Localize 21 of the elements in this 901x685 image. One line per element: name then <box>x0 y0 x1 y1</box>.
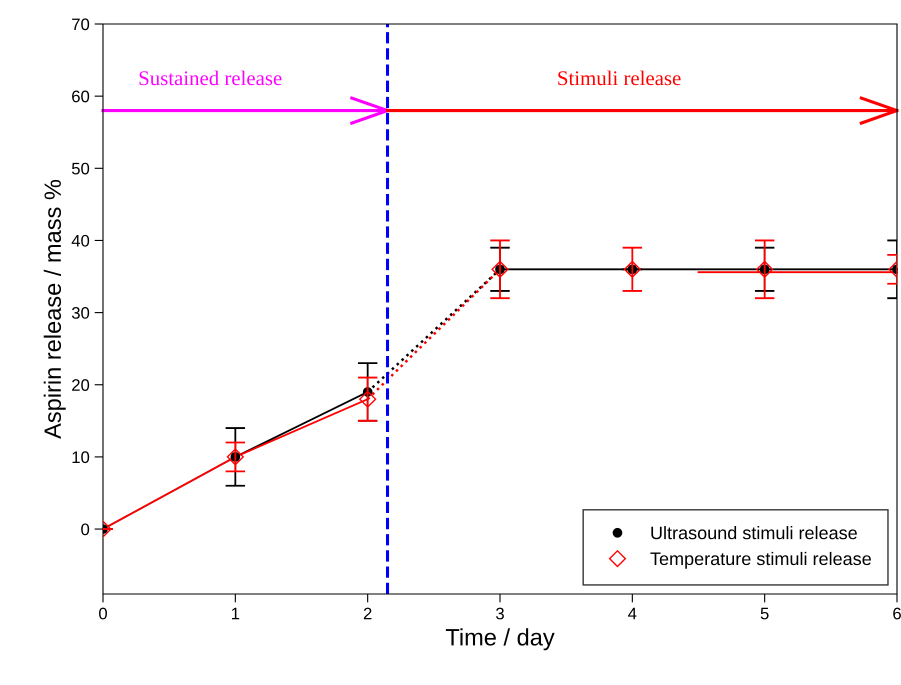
y-tick-label: 50 <box>72 162 90 175</box>
x-tick-label: 2 <box>364 608 372 620</box>
x-tick-label: 6 <box>893 608 901 620</box>
y-tick-label: 30 <box>72 307 90 319</box>
legend-label: Temperature stimuli release <box>650 552 871 569</box>
y-axis-title: Aspirin release / mass % <box>44 180 66 439</box>
annotation: Sustained release <box>140 70 282 86</box>
x-tick-label: 1 <box>232 608 240 620</box>
y-tick-label: 0 <box>81 523 90 536</box>
x-tick-label: 4 <box>628 608 636 620</box>
x-axis-title: Time / day <box>446 628 555 650</box>
annotation: Stimuli release <box>558 70 681 86</box>
y-tick-label: 60 <box>72 90 90 102</box>
y-tick-label: 20 <box>72 379 90 391</box>
y-tick-label: 10 <box>72 451 90 464</box>
legend-label: Ultrasound stimuli release <box>651 526 857 540</box>
x-tick-label: 3 <box>496 608 504 620</box>
y-tick-label: 70 <box>72 18 90 30</box>
y-tick-label: 40 <box>72 234 90 247</box>
x-tick-label: 5 <box>760 608 769 620</box>
x-tick-label: 0 <box>99 608 107 620</box>
